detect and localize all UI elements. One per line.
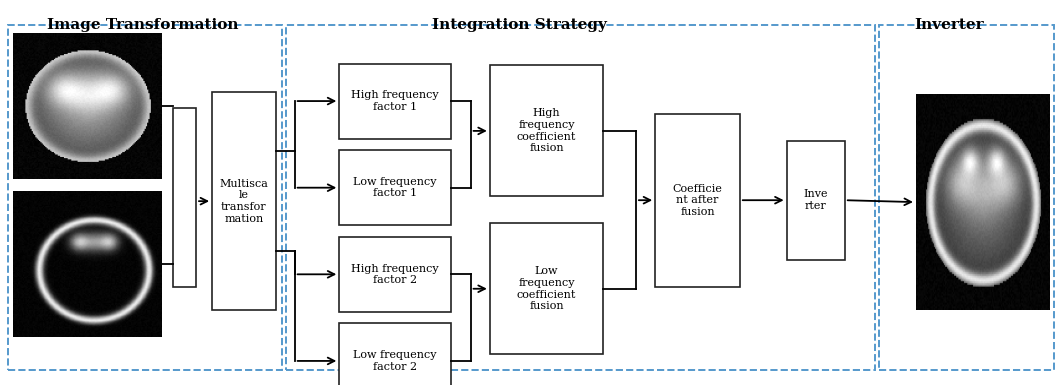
Bar: [8, 25, 282, 370]
Text: Inve
rter: Inve rter: [803, 189, 828, 211]
Bar: [879, 25, 1054, 370]
Text: High frequency
factor 1: High frequency factor 1: [351, 90, 439, 112]
FancyBboxPatch shape: [787, 141, 845, 260]
FancyBboxPatch shape: [490, 223, 603, 354]
Bar: [286, 25, 874, 370]
Text: Coefficie
nt after
fusion: Coefficie nt after fusion: [672, 184, 723, 217]
FancyBboxPatch shape: [212, 92, 276, 310]
FancyBboxPatch shape: [655, 114, 740, 287]
FancyBboxPatch shape: [339, 64, 450, 139]
Text: Low frequency
factor 1: Low frequency factor 1: [353, 177, 437, 199]
FancyBboxPatch shape: [339, 237, 450, 312]
FancyBboxPatch shape: [173, 108, 196, 287]
Text: Multisca
le
transfor
mation: Multisca le transfor mation: [219, 179, 268, 224]
Text: Inverter: Inverter: [914, 18, 984, 32]
FancyBboxPatch shape: [339, 323, 450, 385]
FancyBboxPatch shape: [490, 65, 603, 196]
Text: Low frequency
factor 2: Low frequency factor 2: [353, 350, 437, 372]
Text: High frequency
factor 2: High frequency factor 2: [351, 263, 439, 285]
Text: Image Transformation: Image Transformation: [48, 18, 238, 32]
Text: High
frequency
coefficient
fusion: High frequency coefficient fusion: [516, 109, 577, 153]
Text: Integration Strategy: Integration Strategy: [432, 18, 606, 32]
Text: Low
frequency
coefficient
fusion: Low frequency coefficient fusion: [516, 266, 577, 311]
FancyBboxPatch shape: [339, 150, 450, 225]
